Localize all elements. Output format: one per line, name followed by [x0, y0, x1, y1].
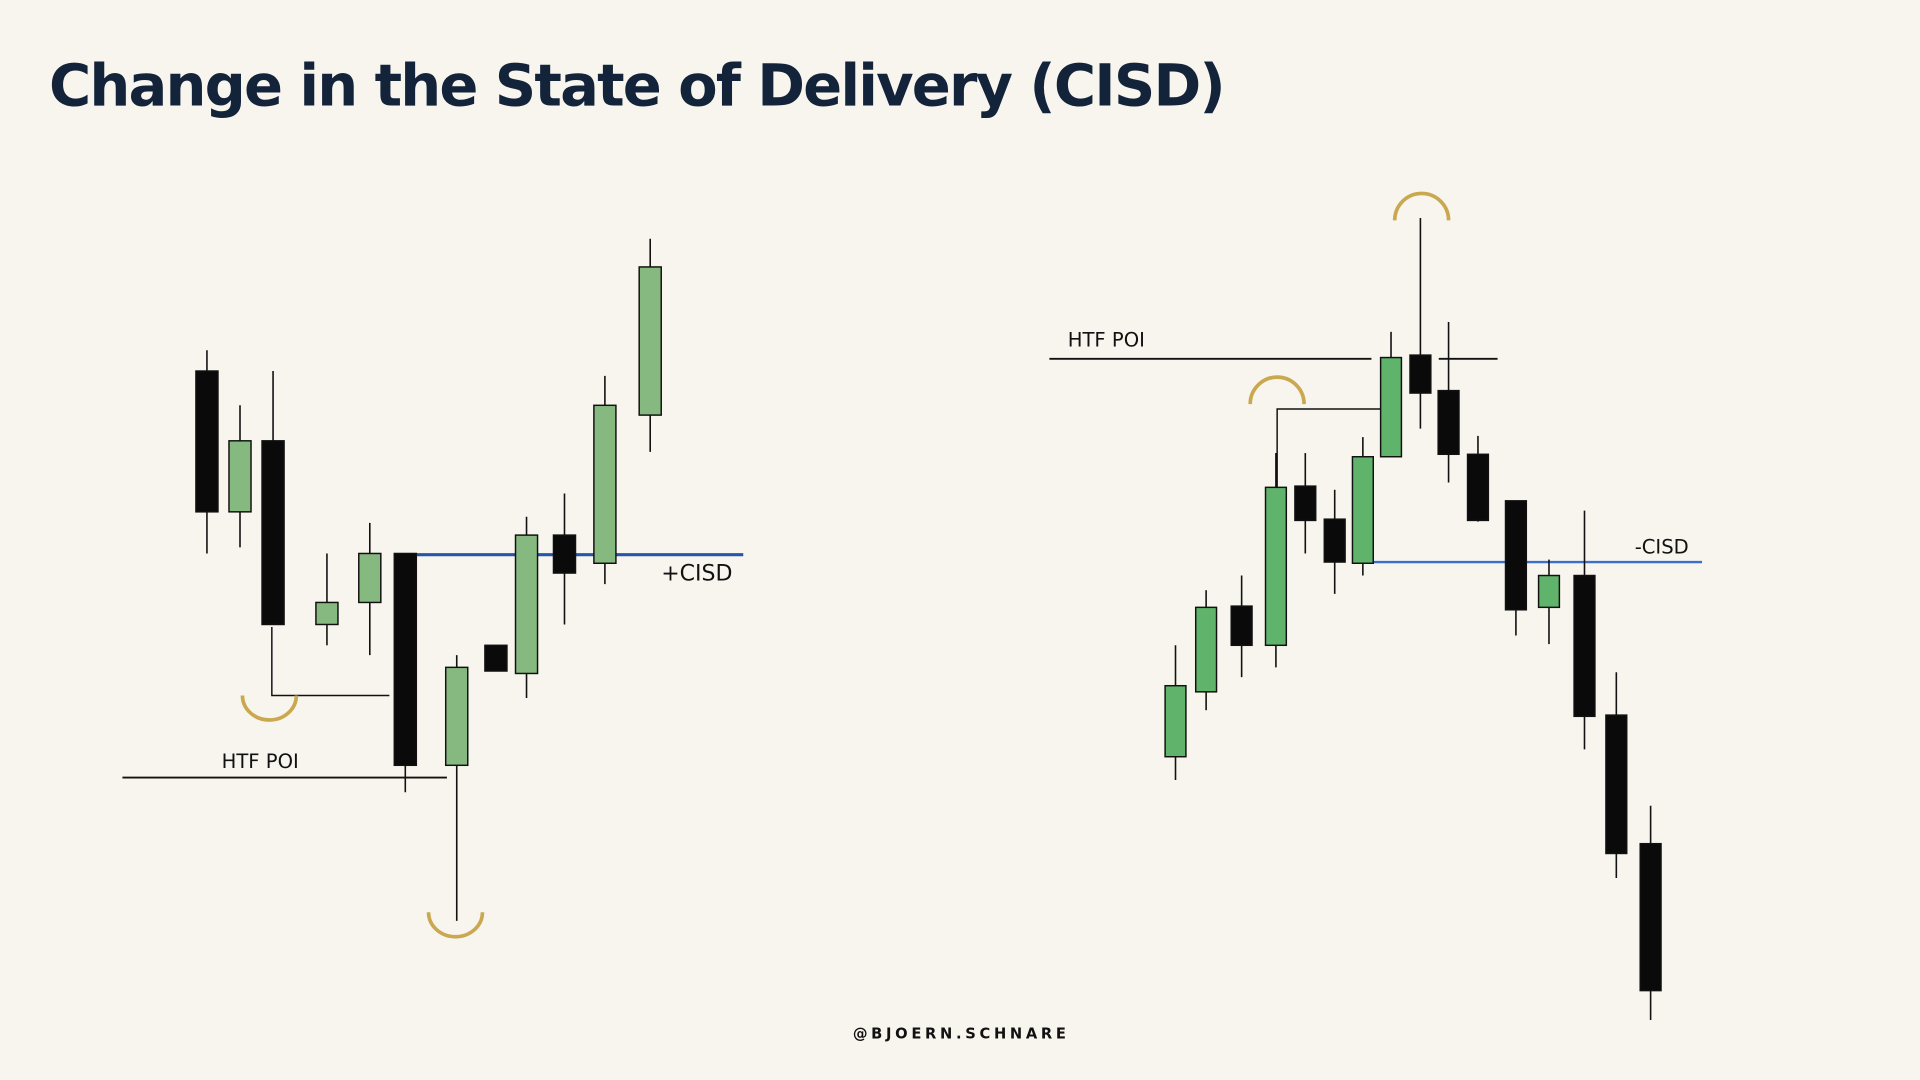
sweep-arc: [426, 912, 485, 939]
candle-body: [1230, 605, 1253, 647]
candle-body: [1264, 486, 1288, 647]
swing-arc: [1248, 375, 1306, 405]
candle-body: [1351, 456, 1374, 564]
candle-body: [1437, 389, 1460, 456]
swing-line: [271, 626, 390, 697]
candle-body: [261, 440, 285, 626]
cisd-label: -CISD: [1635, 535, 1689, 558]
swing-arc: [240, 695, 299, 722]
candle-body: [358, 552, 382, 604]
candle-body: [1466, 453, 1490, 522]
candle-body: [514, 534, 539, 675]
title: Change in the State of Delivery (CISD): [49, 52, 1224, 119]
left-diagram: HTF POI +CISD: [122, 238, 744, 939]
candle-body: [1573, 574, 1596, 718]
candle-body: [1194, 606, 1218, 693]
candle-body: [1504, 500, 1528, 611]
candle-body: [1294, 485, 1317, 522]
swing-line: [1276, 408, 1396, 488]
candle-body: [552, 534, 577, 574]
candle-body: [1605, 714, 1628, 855]
candle-body: [1639, 842, 1662, 992]
footer-handle: @BJOERN.SCHNARE: [853, 1025, 1070, 1042]
poi-label: HTF POI: [222, 750, 299, 773]
candle-body: [1379, 356, 1403, 458]
candle-body: [1323, 518, 1346, 563]
candle-body: [195, 370, 219, 513]
poi-label: HTF POI: [1068, 329, 1145, 352]
candle-body: [638, 266, 662, 416]
sweep-arc: [1392, 191, 1451, 221]
candle-body: [393, 552, 418, 767]
candle-body: [1409, 354, 1432, 394]
candle-body: [315, 601, 339, 626]
candle-body: [593, 404, 617, 564]
right-diagram: HTF POI -CISD: [1049, 191, 1703, 1020]
candle-body: [1537, 574, 1561, 609]
candle-body: [1164, 684, 1187, 758]
candle-body: [484, 644, 508, 672]
candle-body: [444, 666, 469, 767]
cisd-label: +CISD: [661, 561, 732, 586]
candle-body: [228, 440, 252, 513]
